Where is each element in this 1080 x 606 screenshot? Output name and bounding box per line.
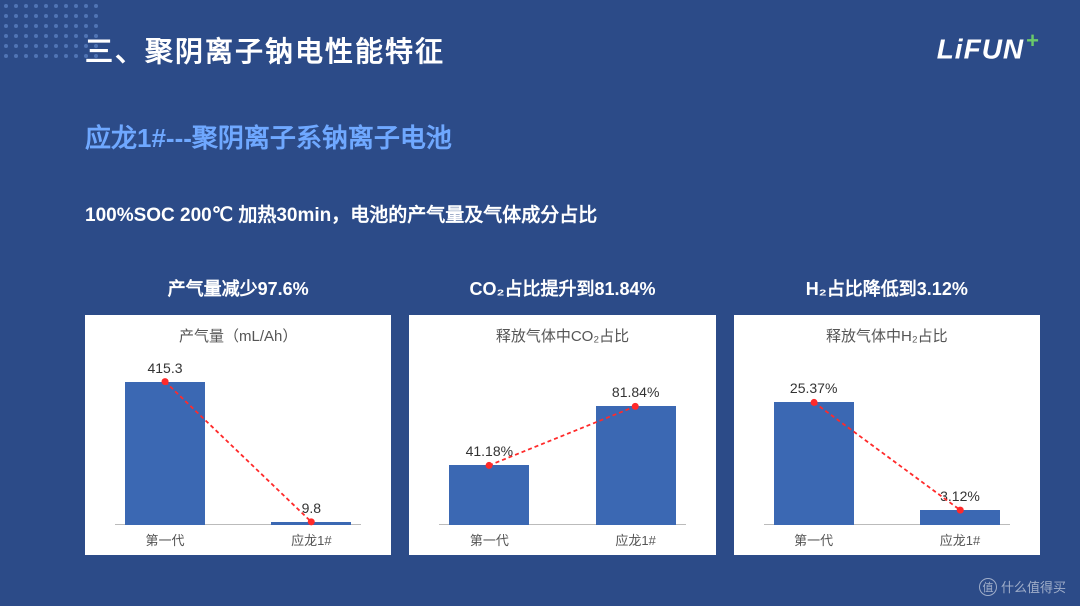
chart-2-title: 释放气体中CO₂占比 — [409, 315, 715, 346]
chart-2-xlabels: 第一代 应龙1# — [439, 529, 685, 549]
chart-3-bar-0: 25.37% — [774, 402, 854, 525]
chart-1-bar-0: 415.3 — [125, 382, 205, 525]
logo-plus-icon: + — [1026, 28, 1040, 53]
chart-1-bar-0-label: 415.3 — [125, 360, 205, 376]
watermark-icon: 值 — [979, 578, 997, 596]
chart-2-bar-1: 81.84% — [596, 406, 676, 525]
chart-3-caption: H₂占比降低到3.12% — [734, 275, 1040, 301]
chart-3-title: 释放气体中H₂占比 — [734, 315, 1040, 346]
chart-2-box: 释放气体中CO₂占比 41.18% 81.84% 第一代 应龙1# — [409, 315, 715, 555]
logo: LiFUN+ — [937, 28, 1040, 65]
watermark: 值 什么值得买 — [979, 577, 1066, 596]
chart-2-bar-0-label: 41.18% — [449, 443, 529, 459]
chart-2-bar-0: 41.18% — [449, 465, 529, 525]
description: 100%SOC 200℃ 加热30min，电池的产气量及气体成分占比 — [85, 200, 597, 227]
chart-3-box: 释放气体中H₂占比 25.37% 3.12% 第一代 应龙1# — [734, 315, 1040, 555]
chart-1-title: 产气量（mL/Ah） — [85, 315, 391, 346]
chart-2-xlabel-0: 第一代 — [449, 530, 529, 549]
watermark-text: 什么值得买 — [1001, 577, 1066, 596]
chart-2: CO₂占比提升到81.84% 释放气体中CO₂占比 41.18% 81.84% 第… — [409, 275, 715, 555]
chart-1: 产气量减少97.6% 产气量（mL/Ah） 415.3 9.8 第一代 应龙1# — [85, 275, 391, 555]
subtitle: 应龙1#---聚阴离子系钠离子电池 — [85, 118, 452, 155]
logo-text: LiFUN — [937, 33, 1024, 64]
chart-3: H₂占比降低到3.12% 释放气体中H₂占比 25.37% 3.12% 第一代 应… — [734, 275, 1040, 555]
chart-1-xlabels: 第一代 应龙1# — [115, 529, 361, 549]
chart-1-plot: 415.3 9.8 — [115, 355, 361, 525]
chart-3-plot: 25.37% 3.12% — [764, 355, 1010, 525]
chart-2-plot: 41.18% 81.84% — [439, 355, 685, 525]
chart-2-caption: CO₂占比提升到81.84% — [409, 275, 715, 301]
slide: 三、聚阴离子钠电性能特征 LiFUN+ 应龙1#---聚阴离子系钠离子电池 10… — [0, 0, 1080, 606]
chart-1-bar-1-label: 9.8 — [271, 500, 351, 516]
chart-1-xlabel-0: 第一代 — [125, 530, 205, 549]
chart-2-xlabel-1: 应龙1# — [596, 530, 676, 549]
chart-2-bar-1-label: 81.84% — [596, 384, 676, 400]
chart-3-xlabel-0: 第一代 — [774, 530, 854, 549]
chart-3-xlabels: 第一代 应龙1# — [764, 529, 1010, 549]
chart-3-bar-1-label: 3.12% — [920, 488, 1000, 504]
section-title: 三、聚阴离子钠电性能特征 — [85, 30, 445, 70]
charts-row: 产气量减少97.6% 产气量（mL/Ah） 415.39.8 第一代 应龙1# … — [85, 275, 1040, 555]
chart-1-box: 产气量（mL/Ah） 415.3 9.8 第一代 应龙1# — [85, 315, 391, 555]
chart-1-caption: 产气量减少97.6% — [85, 275, 391, 301]
chart-3-bar-0-label: 25.37% — [774, 380, 854, 396]
chart-3-bar-1: 3.12% — [920, 510, 1000, 525]
chart-1-bar-1: 9.8 — [271, 522, 351, 525]
chart-1-xlabel-1: 应龙1# — [271, 530, 351, 549]
chart-3-xlabel-1: 应龙1# — [920, 530, 1000, 549]
